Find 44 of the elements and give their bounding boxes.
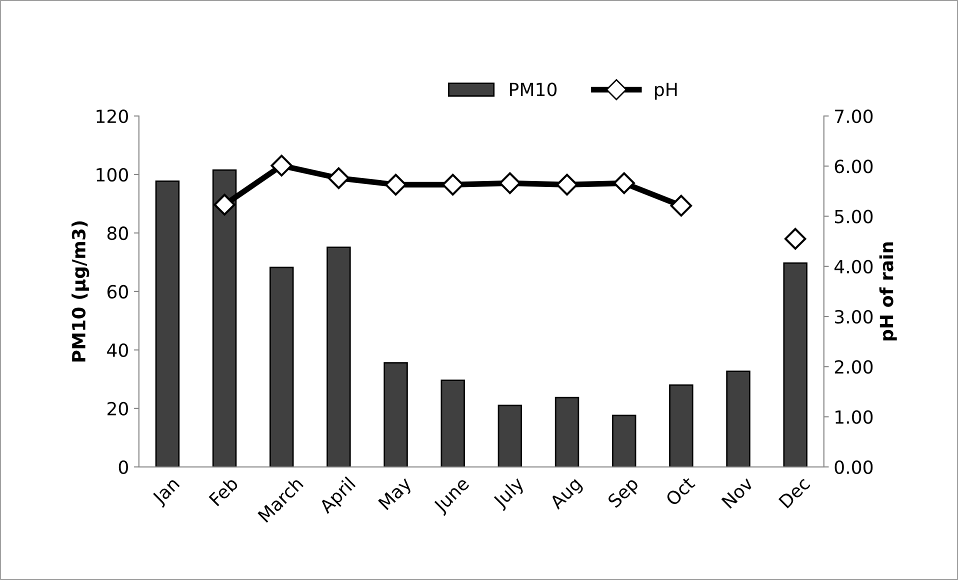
y-tick-label: 100 [96, 168, 128, 182]
point [556, 174, 578, 196]
y-axis-title: PM10 (µg/m3) [72, 221, 90, 362]
y2-axis-title: pH of rain [879, 242, 897, 340]
x-tick-label: Dec [778, 476, 811, 509]
bar [326, 246, 351, 467]
bar [440, 380, 465, 467]
bar [726, 370, 750, 467]
y2-tick-label: 3.00 [834, 310, 873, 324]
point [784, 228, 806, 250]
point [670, 194, 692, 217]
bar [384, 362, 408, 467]
x-tick-label: Feb [208, 476, 239, 506]
y-tick-label: 0 [118, 460, 128, 474]
bar [669, 384, 694, 467]
legend-label: pH [655, 82, 677, 100]
point [270, 154, 292, 176]
y2-tick-label: 7.00 [835, 109, 873, 124]
y-tick-label: 60 [107, 284, 128, 299]
bar [155, 180, 180, 467]
y2-tick-label: 6.00 [834, 160, 873, 174]
y2-tick-label: 2.00 [834, 360, 873, 374]
legend-label: PM10 [510, 82, 557, 96]
point [328, 167, 350, 190]
y-tick-label: 120 [96, 109, 128, 124]
point [214, 194, 236, 216]
y-tick-label: 80 [107, 226, 128, 240]
bar [270, 266, 294, 467]
y2-tick-label: 5.00 [834, 210, 873, 224]
x-tick-label: Sep [606, 476, 642, 511]
x-tick-label: Oct [664, 476, 696, 506]
point [499, 172, 521, 194]
y2-tick-label: 4.00 [834, 260, 873, 274]
point [613, 172, 635, 194]
bar [554, 396, 580, 467]
bar [783, 262, 808, 467]
y2-tick-label: 1.00 [836, 410, 873, 424]
x-tick-label: Nov [721, 476, 754, 509]
y-tick-label: 40 [107, 343, 128, 358]
y-tick-label: 20 [108, 402, 128, 416]
bar [612, 414, 636, 467]
bar [498, 404, 522, 467]
y2-tick-label: 0.00 [834, 460, 873, 474]
x-tick-label: Jan [151, 476, 182, 508]
